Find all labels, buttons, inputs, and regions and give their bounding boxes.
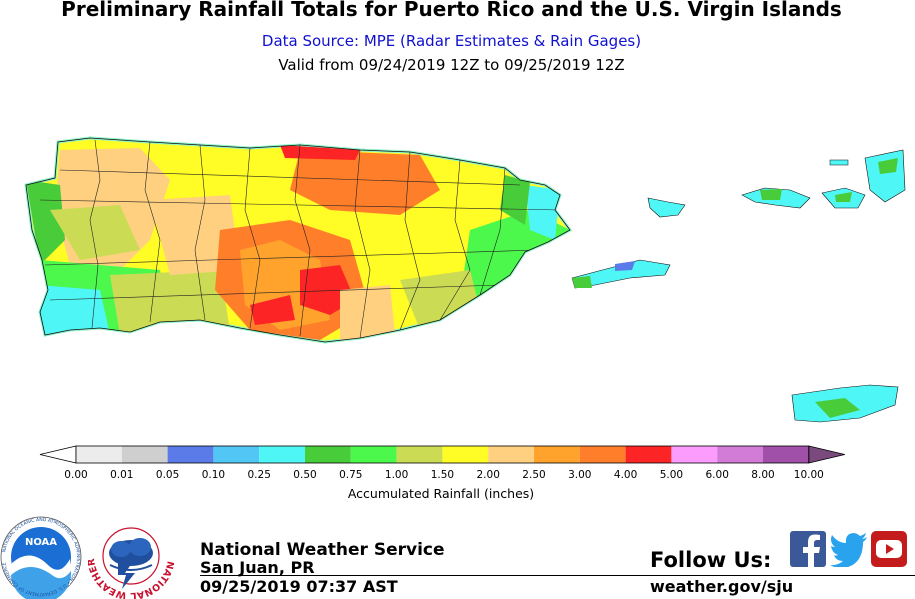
rain-area-olive-south: [110, 270, 230, 335]
colorbar-bin: [396, 446, 443, 463]
virgin-islands-north: [741, 149, 906, 209]
colorbar-tick-label: 4.00: [614, 469, 637, 481]
colorbar-bin: [579, 446, 626, 463]
colorbar-bin: [534, 446, 580, 463]
nws-logo: NATIONAL WEATHER SERVICE: [88, 513, 174, 599]
tortola-island: [864, 149, 906, 203]
colorbar-tick-labels: 0.00 0.01 0.05 0.10 0.25 0.50 0.75 1.00 1.50 2.00…: [64, 469, 824, 481]
tortola-green-patch: [878, 158, 898, 174]
colorbar-bin: [625, 446, 672, 463]
footer-divider: [200, 575, 915, 576]
website-link[interactable]: weather.gov/sju: [650, 577, 794, 596]
valid-period: Valid from 09/24/2019 12Z to 09/25/2019 …: [278, 56, 625, 74]
colorbar-tick-label: 0.75: [339, 469, 362, 481]
colorbar-tick-label: 5.00: [660, 469, 683, 481]
colorbar-bin: [121, 446, 168, 463]
rainfall-map: [24, 136, 906, 423]
colorbar-bin: [717, 446, 763, 463]
colorbar-bins: [39, 445, 845, 464]
rain-area-red-southwest-strip: [250, 295, 295, 325]
vieques-blue-patch: [615, 261, 635, 271]
colorbar-tick-label: 0.50: [293, 469, 316, 481]
colorbar-tick-label: 3.00: [568, 469, 591, 481]
colorbar-tick-label: 0.00: [64, 469, 87, 481]
colorbar-bin: [442, 446, 489, 463]
rain-area-green-west: [26, 180, 65, 265]
colorbar-tick-label: 0.01: [110, 469, 133, 481]
issued-time: 09/25/2019 07:37 AST: [200, 577, 398, 596]
office-location: San Juan, PR: [200, 558, 315, 577]
colorbar-tick-label: 0.25: [248, 469, 271, 481]
colorbar-border: [75, 445, 810, 464]
office-name: National Weather Service: [200, 540, 445, 560]
rain-area-cyan-northeast: [525, 185, 560, 240]
jost-van-dyke-island: [829, 159, 849, 166]
colorbar-min-extension: [39, 445, 77, 464]
st-john-green-patch: [835, 192, 852, 202]
data-source: Data Source: MPE (Radar Estimates & Rain…: [261, 32, 642, 50]
page-title: Preliminary Rainfall Totals for Puerto R…: [61, 0, 842, 21]
twitter-icon[interactable]: [829, 531, 869, 567]
colorbar-tick-label: 10.00: [794, 469, 824, 481]
municipality-boundaries: [39, 139, 561, 339]
youtube-icon[interactable]: [871, 531, 907, 567]
colorbar-bin: [488, 446, 534, 463]
colorbar-tick-label: 2.50: [522, 469, 545, 481]
colorbar-label: Accumulated Rainfall (inches): [348, 486, 534, 501]
follow-us-label: Follow Us:: [650, 548, 772, 572]
colorbar-bin: [213, 446, 260, 463]
rain-area-olive-west: [50, 205, 140, 260]
rain-area-cyan-southwest: [38, 285, 110, 340]
colorbar-tick-label: 1.50: [431, 469, 454, 481]
colorbar-bin: [763, 446, 809, 463]
rainfall-colorbar: 0.00 0.01 0.05 0.10 0.25 0.50 0.75 1.00 1.50 2.00…: [39, 445, 845, 501]
colorbar-bin: [671, 446, 718, 463]
culebra-island: [647, 197, 686, 218]
vieques-green-patch: [572, 276, 592, 288]
puerto-rico-coastline: [25, 137, 571, 343]
colorbar-tick-label: 8.00: [751, 469, 774, 481]
rain-area-light-orange-central: [150, 195, 240, 275]
noaa-logo: NOAA NATIONAL OCEANIC AND ATMOSPHERIC AD…: [0, 516, 82, 599]
colorbar-tick-label: 0.10: [202, 469, 225, 481]
colorbar-max-extension: [808, 445, 845, 464]
st-croix-green-patch: [815, 398, 860, 418]
colorbar-bin: [167, 446, 214, 463]
puerto-rico: [24, 136, 573, 344]
st-croix: [791, 384, 899, 423]
colorbar-bin: [305, 446, 351, 463]
rain-area-red-north-coast: [280, 145, 360, 160]
facebook-icon[interactable]: [790, 531, 826, 567]
colorbar-tick-label: 1.00: [385, 469, 408, 481]
rain-area-orange-north: [290, 150, 440, 215]
colorbar-tick-label: 2.00: [477, 469, 500, 481]
colorbar-bin: [76, 446, 122, 463]
st-thomas-green-patch: [760, 189, 782, 200]
colorbar-tick-label: 6.00: [706, 469, 729, 481]
colorbar-bin: [259, 446, 305, 463]
colorbar-tick-label: 0.05: [156, 469, 179, 481]
colorbar-bin: [350, 446, 397, 463]
rain-area-green-northeast: [500, 175, 530, 225]
culebra-vieques: [571, 197, 686, 289]
rain-area-light-orange-south: [340, 285, 395, 340]
noaa-logo-text: NOAA: [25, 537, 57, 548]
